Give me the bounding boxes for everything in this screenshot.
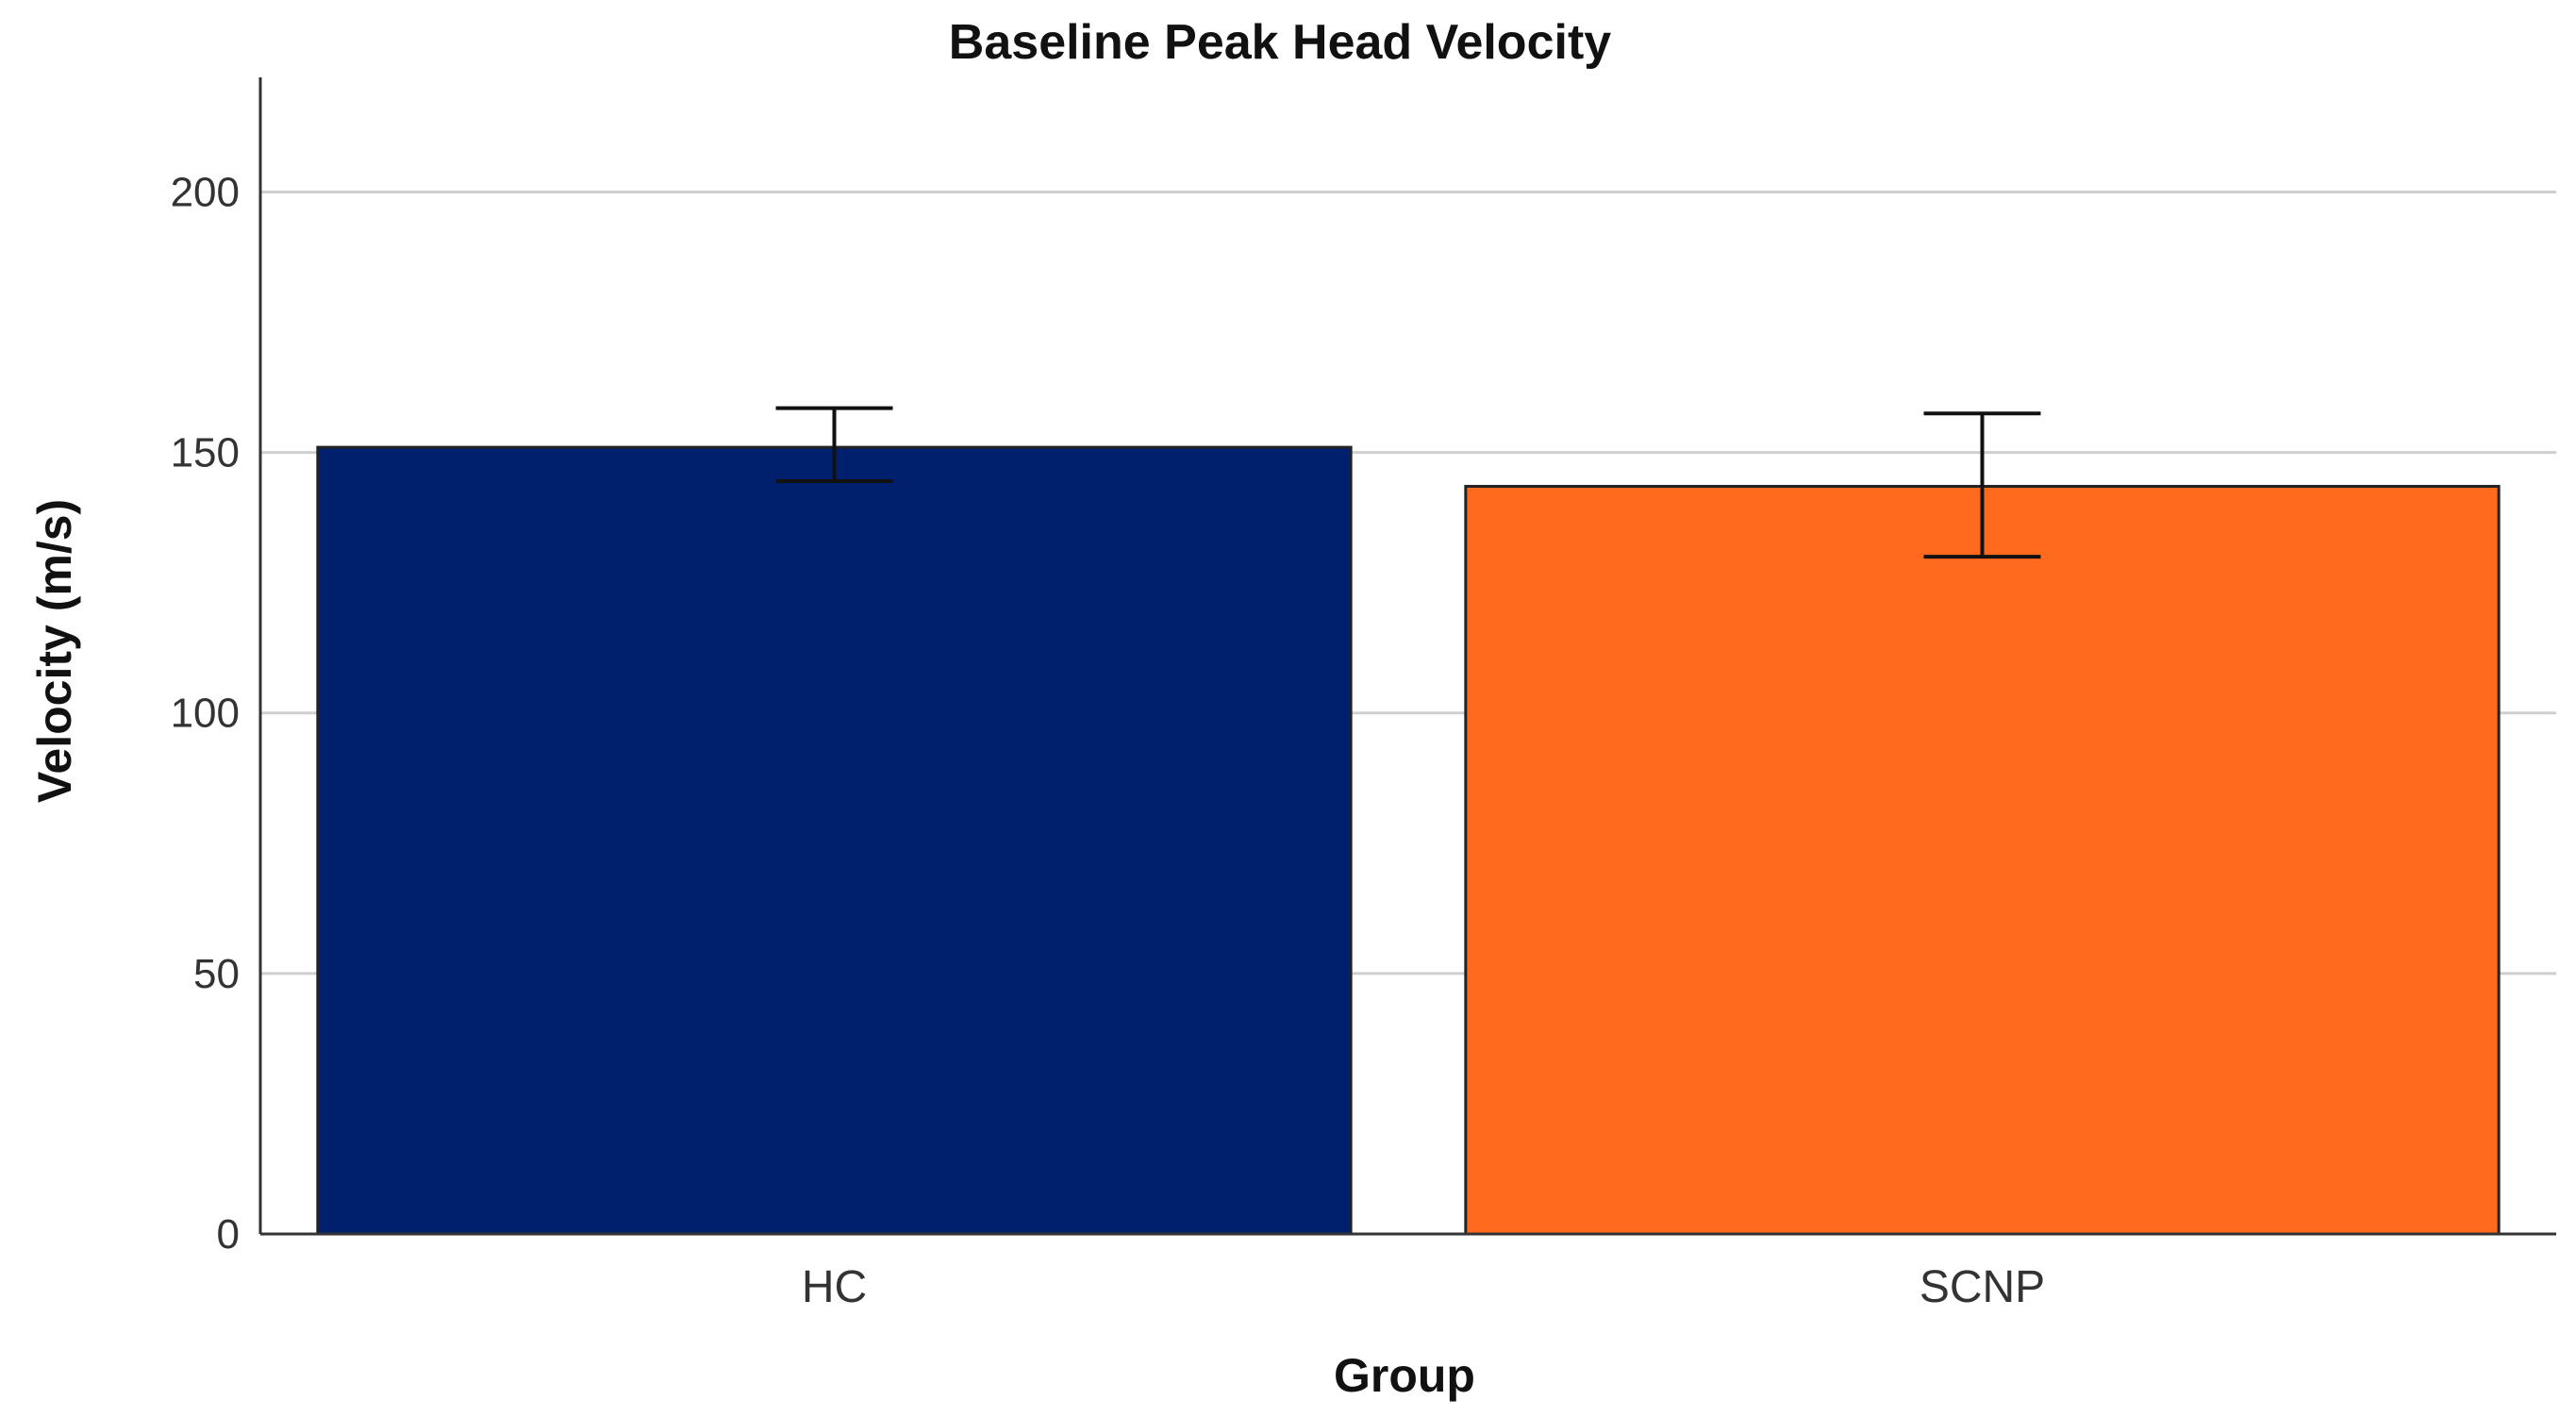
y-tick-label: 150 [171, 430, 240, 476]
error-bar-hc [775, 406, 893, 483]
error-bars [775, 406, 2041, 559]
x-tick-label: HC [802, 1262, 867, 1312]
y-tick-label: 100 [171, 691, 240, 737]
y-tick-label: 0 [217, 1211, 240, 1258]
axes [258, 77, 2556, 1236]
y-tick-label: 50 [193, 951, 240, 997]
y-axis-label: Velocity (m/s) [28, 499, 81, 803]
error-bar-scnp [1923, 411, 2041, 559]
tick-labels: 0 50 100 150 200 [171, 169, 240, 1258]
bar-scnp [1464, 485, 2501, 1236]
bars [316, 445, 2501, 1236]
x-tick-label: SCNP [1920, 1262, 2045, 1312]
x-axis-label: Group [1334, 1349, 1475, 1402]
y-tick-label: 200 [171, 169, 240, 215]
category-labels: HC SCNP [802, 1262, 2045, 1312]
bar-hc [316, 445, 1353, 1236]
chart-title: Baseline Peak Head Velocity [949, 15, 1611, 70]
